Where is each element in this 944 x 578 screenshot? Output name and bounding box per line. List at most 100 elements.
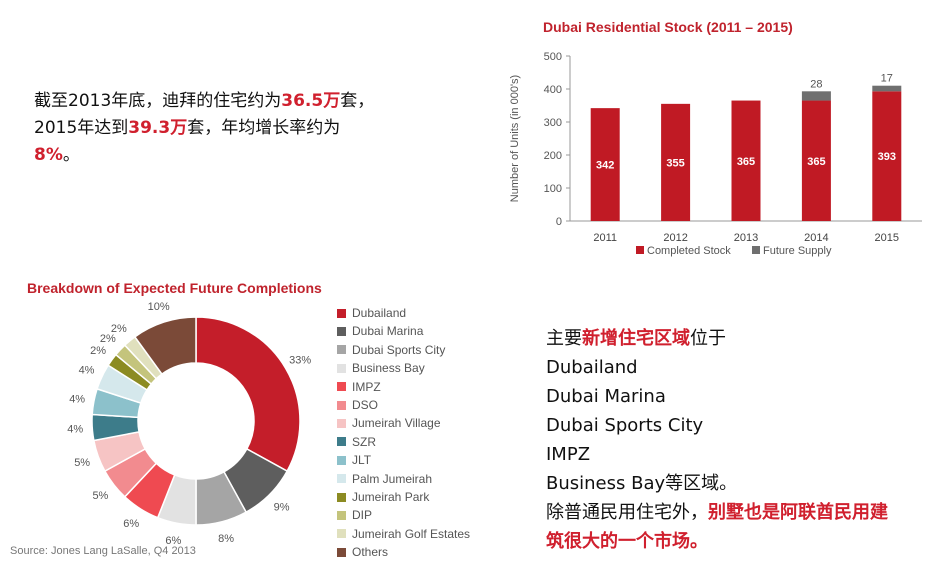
legend-swatch <box>337 529 346 539</box>
legend-swatch <box>337 437 346 447</box>
donut-slice <box>133 316 197 376</box>
donut-value-label: 4% <box>79 364 95 376</box>
y-tick-label: 400 <box>544 84 562 96</box>
legend-swatch <box>337 474 346 484</box>
y-tick-label: 500 <box>544 51 562 63</box>
bar-value-label: 365 <box>737 156 755 168</box>
legend-label: Dubailand <box>352 306 407 320</box>
legend-swatch <box>337 455 346 465</box>
legend-item: IMPZ <box>337 378 470 396</box>
summary-text: 主要新增住宅区域位于 Dubailand Dubai Marina Dubai … <box>546 324 941 556</box>
bar-future-supply <box>801 91 831 101</box>
bar-completed-stock <box>731 100 761 221</box>
summary-line-1-highlight: 新增住宅区域 <box>582 328 690 349</box>
legend-label: DIP <box>352 508 373 523</box>
donut-value-label: 4% <box>67 424 83 436</box>
legend-swatch-completed <box>636 246 644 254</box>
summary-line-7: 除普通民用住宅外，别墅也是阿联酋民用建 <box>546 498 941 527</box>
legend-item: Others <box>337 543 470 561</box>
legend-swatch <box>337 327 346 337</box>
legend-label: Palm Jumeirah <box>352 471 433 486</box>
legend-item: Palm Jumeirah <box>337 470 470 488</box>
intro-line-3-suffix: 。 <box>62 145 80 165</box>
intro-line-1-highlight: 36.5万 <box>281 91 341 111</box>
summary-line-8: 筑很大的一个市场。 <box>546 531 708 552</box>
summary-area-item: Dubai Marina <box>546 386 666 407</box>
bar-value-label: 342 <box>596 160 614 172</box>
bar-chart: 0 100 200 300 400 500 Number of Units (in 000'… <box>509 51 922 257</box>
legend-label-completed: Completed Stock <box>647 245 731 257</box>
y-tick-label: 0 <box>556 216 562 228</box>
donut-value-label: 5% <box>92 490 108 502</box>
legend-swatch <box>337 547 346 557</box>
legend-item: Dubai Marina <box>337 322 470 340</box>
legend-label: Jumeirah Village <box>352 416 441 431</box>
x-tick-label: 2011 <box>593 232 617 244</box>
donut-value-label: 8% <box>218 533 234 545</box>
donut-legend: Dubailand Dubai Marina Dubai Sports City Bu… <box>337 304 470 561</box>
y-axis-label: Number of Units (in 000's) <box>509 75 521 202</box>
x-tick-label: 2012 <box>663 232 687 244</box>
legend-swatch <box>337 510 346 520</box>
bar-completed-stock <box>801 100 831 221</box>
bar-completed-stock <box>590 108 620 221</box>
legend-swatch <box>337 363 346 373</box>
intro-line-3: 8%。 <box>34 142 454 169</box>
bar-future-label: 17 <box>881 73 893 85</box>
legend-label: DSO <box>352 397 379 412</box>
summary-line-1-prefix: 主要 <box>546 328 582 349</box>
legend-item: DSO <box>337 396 470 414</box>
bar-completed-stock <box>661 103 691 221</box>
intro-line-2: 2015年达到39.3万套，年均增长率约为 <box>34 115 454 142</box>
summary-line-6: Business Bay等区域。 <box>546 473 738 494</box>
summary-area-item: IMPZ <box>546 444 591 465</box>
legend-swatch <box>337 492 346 502</box>
legend-item: Jumeirah Village <box>337 414 470 432</box>
summary-area-item: Dubai Sports City <box>546 415 704 436</box>
intro-line-2-suffix: 套，年均增长率约为 <box>187 118 341 138</box>
bar-value-label: 355 <box>666 157 684 169</box>
legend-swatch <box>337 400 346 410</box>
legend-label: Dubai Marina <box>352 324 424 339</box>
donut-slice <box>195 316 301 473</box>
legend-swatch <box>337 419 346 429</box>
summary-line-1: 主要新增住宅区域位于 <box>546 324 941 353</box>
donut-value-label: 10% <box>148 301 170 313</box>
intro-line-1-prefix: 截至2013年底，迪拜的住宅约为 <box>34 91 282 111</box>
legend-label: Others <box>352 545 389 560</box>
donut-value-label: 2% <box>111 323 127 335</box>
donut-value-label: 6% <box>123 518 139 530</box>
x-tick-label: 2014 <box>804 232 828 244</box>
legend-swatch <box>337 308 346 318</box>
legend-label: Dubai Sports City <box>352 342 446 357</box>
legend-item: DIP <box>337 506 470 524</box>
summary-line-7-highlight: 别墅也是阿联酋民用建 <box>708 502 888 523</box>
bar-future-supply <box>872 85 902 92</box>
intro-line-2-highlight: 39.3万 <box>128 118 188 138</box>
legend-label: JLT <box>352 453 372 468</box>
bar-future-label: 28 <box>810 78 822 90</box>
summary-line-7-prefix: 除普通民用住宅外， <box>546 502 708 523</box>
bar-value-label: 393 <box>878 151 896 163</box>
legend-item: Dubailand <box>337 304 470 322</box>
legend-item: Dubai Sports City <box>337 341 470 359</box>
legend-item: Jumeirah Park <box>337 488 470 506</box>
legend-label: Jumeirah Golf Estates <box>352 526 471 541</box>
donut-value-label: 2% <box>100 333 116 345</box>
y-tick-label: 300 <box>544 117 562 129</box>
legend-label: Business Bay <box>352 361 425 376</box>
donut-value-label: 2% <box>90 345 106 357</box>
legend-item: Business Bay <box>337 359 470 377</box>
legend-swatch-future <box>752 246 760 254</box>
summary-line-1-suffix: 位于 <box>690 328 726 349</box>
legend-swatch <box>337 382 346 392</box>
donut-chart: 33%9%8%6%6%5%5%4%4%4%2%2%2%10% <box>67 301 311 545</box>
donut-value-label: 4% <box>69 393 85 405</box>
donut-value-label: 6% <box>165 535 181 545</box>
intro-line-3-highlight: 8% <box>34 145 63 165</box>
source-note: Source: Jones Lang LaSalle, Q4 2013 <box>10 545 196 557</box>
legend-label: IMPZ <box>352 379 381 394</box>
x-tick-label: 2013 <box>734 232 758 244</box>
legend-item: SZR <box>337 433 470 451</box>
donut-value-label: 5% <box>74 457 90 469</box>
